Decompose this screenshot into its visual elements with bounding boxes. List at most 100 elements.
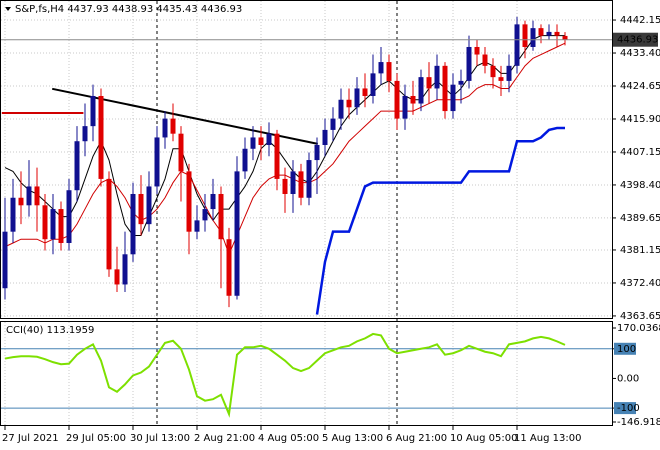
candle-body	[234, 171, 240, 296]
candle-body	[250, 137, 256, 149]
candle-body	[82, 126, 88, 142]
candle-body	[106, 178, 112, 270]
candle-body	[426, 77, 432, 89]
candle-body	[194, 220, 200, 232]
candle-body	[450, 84, 456, 112]
x-tick-label: 27 Jul 2021	[2, 433, 59, 444]
menu-icon[interactable]	[5, 7, 11, 11]
main-panel	[0, 0, 613, 319]
x-tick-label: 5 Aug 13:00	[322, 433, 383, 444]
candle-body	[178, 133, 184, 172]
y-tick-label: 4381.15	[620, 245, 660, 256]
candle-body	[266, 133, 272, 145]
candle-body	[474, 46, 480, 55]
last-price-box	[613, 32, 658, 47]
indicator-line	[4, 35, 565, 236]
candle-body	[242, 148, 248, 172]
candle-body	[10, 197, 16, 232]
chart-title: S&P,fs,H4 4437.93 4438.93 4435.43 4436.9…	[15, 4, 242, 15]
candle-body	[274, 133, 280, 179]
candle-body	[2, 231, 8, 289]
candle-body	[26, 186, 32, 206]
candle-body	[306, 160, 312, 198]
candle-body	[490, 65, 496, 78]
x-tick-label: 2 Aug 21:00	[194, 433, 255, 444]
candle-body	[42, 205, 48, 240]
candle-body	[482, 54, 488, 66]
candle-body	[58, 209, 64, 243]
candle-body	[258, 137, 264, 145]
candle-body	[170, 118, 176, 134]
candle-body	[282, 178, 288, 194]
candle-body	[402, 95, 408, 119]
candle-body	[514, 24, 520, 66]
candle-body	[162, 118, 168, 138]
candle-body	[378, 62, 384, 74]
candle-body	[210, 193, 216, 210]
candle-body	[434, 65, 440, 89]
last-price-label: 4436.93	[617, 35, 658, 46]
x-tick-label: 10 Aug 05:00	[450, 433, 517, 444]
y-tick-label: 4433.40	[620, 48, 660, 59]
drawn-line	[51, 87, 319, 145]
x-tick-label: 11 Aug 13:00	[514, 433, 581, 444]
candle-body	[442, 65, 448, 112]
y-tick-label: 170.0368	[617, 323, 660, 334]
candle-body	[290, 171, 296, 194]
x-tick-label: 6 Aug 21:00	[386, 433, 447, 444]
candle-body	[458, 80, 464, 85]
y-tick-label: 100	[617, 344, 636, 355]
y-tick-label: 0.00	[617, 373, 639, 384]
candle-body	[50, 209, 56, 240]
candle-body	[338, 99, 344, 119]
candle-body	[410, 95, 416, 104]
candle-body	[154, 137, 160, 187]
candle-body	[202, 209, 208, 221]
candle-body	[98, 95, 104, 179]
y-tick-label: 4415.90	[620, 114, 660, 125]
candle-body	[298, 171, 304, 198]
candle-body	[466, 46, 472, 81]
y-tick-label: 4363.65	[620, 311, 660, 322]
candle-body	[554, 31, 560, 36]
candle-body	[394, 80, 400, 119]
candle-body	[138, 193, 144, 225]
candle-body	[34, 186, 40, 206]
candle-body	[498, 77, 504, 81]
candle-body	[330, 118, 336, 130]
candle-body	[418, 77, 424, 104]
candle-body	[218, 193, 224, 240]
candle-body	[562, 35, 568, 40]
candle-body	[346, 99, 352, 108]
candle-body	[74, 141, 80, 191]
x-tick-label: 4 Aug 05:00	[258, 433, 319, 444]
candle-body	[186, 171, 192, 232]
y-tick-label: 4372.40	[620, 278, 660, 289]
candle-body	[546, 31, 552, 36]
candle-body	[522, 24, 528, 47]
candle-body	[386, 62, 392, 81]
cci-panel	[0, 321, 613, 426]
y-tick-label: 4398.40	[620, 180, 660, 191]
candle-body	[506, 65, 512, 81]
candle-body	[322, 129, 328, 145]
candle-body	[66, 190, 72, 243]
level-label-box	[614, 342, 636, 355]
candle-body	[146, 186, 152, 225]
y-tick-label: -100	[617, 403, 640, 414]
candle-body	[354, 88, 360, 108]
candle-body	[226, 239, 232, 296]
candle-body	[122, 254, 128, 285]
candle-body	[370, 73, 376, 96]
candle-body	[18, 197, 24, 206]
y-tick-label: 4442.15	[620, 15, 660, 26]
candle-body	[538, 28, 544, 36]
indicator-title: CCI(40) 113.1959	[6, 325, 94, 336]
candle-body	[530, 28, 536, 47]
candle-body	[362, 88, 368, 96]
candle-body	[90, 95, 96, 127]
candle-body	[130, 193, 136, 255]
x-tick-label: 29 Jul 05:00	[66, 433, 126, 444]
